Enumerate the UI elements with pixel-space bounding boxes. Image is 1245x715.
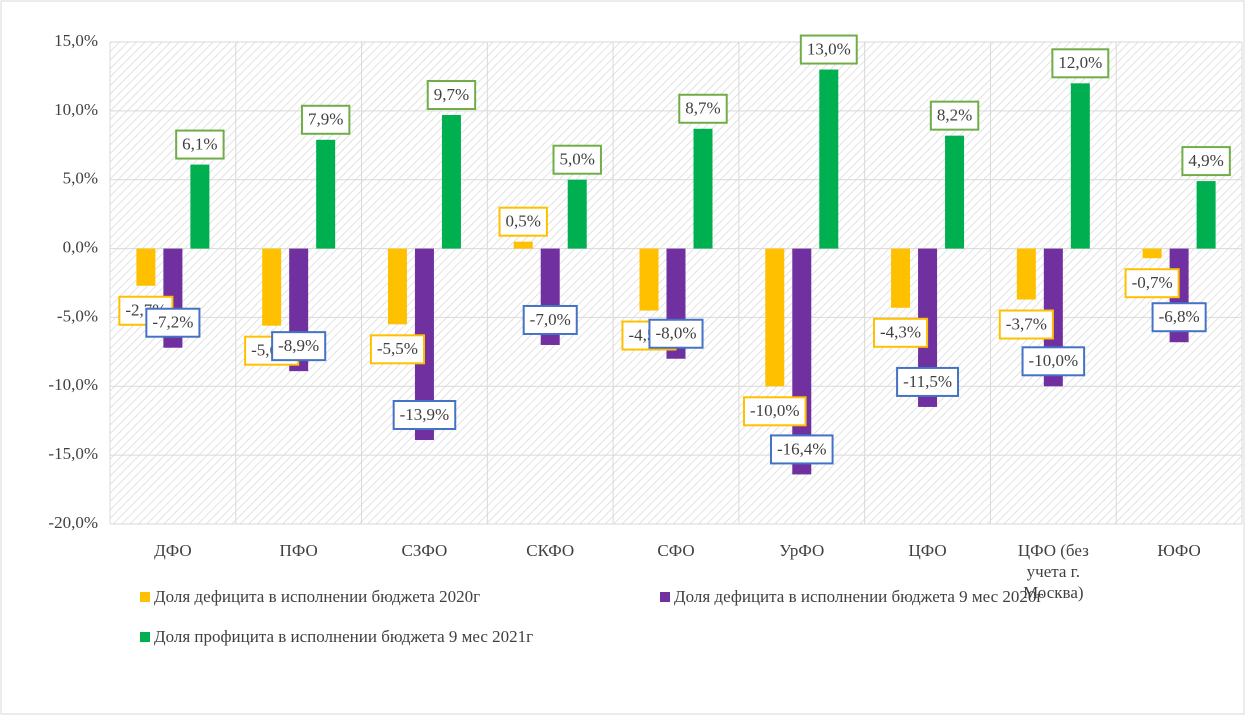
bar xyxy=(693,128,713,249)
data-label-box xyxy=(175,129,225,160)
data-label-box xyxy=(271,331,327,362)
data-label: -13,9% xyxy=(400,405,450,424)
data-label-box xyxy=(648,318,704,349)
legend-label: Доля дефицита в исполнении бюджета 9 мес… xyxy=(674,587,1043,606)
data-label: -6,8% xyxy=(1159,307,1200,326)
bar xyxy=(387,248,407,325)
data-label-box xyxy=(873,317,929,348)
legend-swatch xyxy=(140,592,150,602)
y-tick-label: 10,0% xyxy=(54,100,98,119)
bar xyxy=(639,248,659,311)
x-tick-label: ЦФО xyxy=(908,541,947,560)
y-tick-label: 5,0% xyxy=(63,169,98,188)
data-label: 12,0% xyxy=(1058,53,1102,72)
data-label: -4,3% xyxy=(880,323,921,342)
y-tick-label: -5,0% xyxy=(57,306,98,325)
data-label-box xyxy=(1021,346,1086,377)
data-label-box xyxy=(1124,268,1180,299)
data-label: -8,9% xyxy=(278,336,319,355)
data-label: 8,2% xyxy=(937,106,972,125)
bar xyxy=(1142,248,1162,259)
data-label: 5,0% xyxy=(560,150,595,169)
data-label-box xyxy=(929,100,980,131)
x-tick-label: СЗФО xyxy=(401,541,448,560)
x-tick-label: ЦФО (без учета г. Москва) xyxy=(1017,541,1089,602)
y-tick-label: 15,0% xyxy=(54,31,98,50)
data-label: -16,4% xyxy=(777,439,827,458)
data-label-box xyxy=(896,366,960,397)
data-label-box xyxy=(552,144,602,175)
y-tick-label: -20,0% xyxy=(48,513,98,532)
data-label-box xyxy=(369,334,425,365)
data-label-box xyxy=(998,309,1054,340)
bar xyxy=(1196,181,1216,249)
data-label-box xyxy=(742,396,807,427)
bar xyxy=(567,179,587,249)
data-label: -10,0% xyxy=(750,401,800,420)
bar xyxy=(262,248,282,326)
data-label-box xyxy=(769,434,834,465)
data-label: 4,9% xyxy=(1188,151,1223,170)
data-label-box xyxy=(522,304,578,335)
data-label-box xyxy=(1051,48,1110,79)
x-tick-label: ЮФО xyxy=(1157,541,1201,560)
data-label-box xyxy=(300,104,351,135)
y-tick-label: 0,0% xyxy=(63,237,98,256)
x-tick-label: УрФО xyxy=(779,541,825,560)
data-label-box xyxy=(498,206,548,237)
data-label: -7,2% xyxy=(152,313,193,332)
data-label: 13,0% xyxy=(807,39,851,58)
data-label: 0,5% xyxy=(506,212,541,231)
legend-label: Доля дефицита в исполнении бюджета 2020г xyxy=(154,587,480,606)
y-tick-label: -15,0% xyxy=(48,444,98,463)
legend-swatch xyxy=(140,632,150,642)
bar xyxy=(891,248,911,308)
x-tick-label: СФО xyxy=(657,541,695,560)
data-label: 9,7% xyxy=(434,85,469,104)
data-label-box xyxy=(426,79,477,110)
data-label-box xyxy=(678,93,728,124)
data-label: -8,0% xyxy=(655,324,696,343)
data-label: -11,5% xyxy=(903,372,952,391)
legend-label: Доля профицита в исполнении бюджета 9 ме… xyxy=(154,627,533,646)
bar xyxy=(513,241,533,249)
x-tick-label: СКФО xyxy=(526,541,575,560)
data-label: -5,5% xyxy=(377,339,418,358)
y-tick-label: -10,0% xyxy=(48,375,98,394)
data-label: 6,1% xyxy=(182,134,217,153)
bar xyxy=(945,135,965,249)
bar xyxy=(819,69,839,249)
data-label-box xyxy=(1151,302,1207,333)
data-label-box xyxy=(799,34,858,65)
bar xyxy=(316,139,336,249)
data-label-box xyxy=(145,307,201,338)
data-label: -10,0% xyxy=(1029,351,1079,370)
x-tick-label: ДФО xyxy=(154,541,192,560)
data-label: -0,7% xyxy=(1132,273,1173,292)
data-label-box xyxy=(392,399,457,430)
x-tick-label: ПФО xyxy=(279,541,318,560)
data-label: -7,0% xyxy=(530,310,571,329)
legend-swatch xyxy=(660,592,670,602)
bar xyxy=(441,114,461,249)
data-label: 8,7% xyxy=(685,99,720,118)
bar xyxy=(1070,83,1090,249)
bar xyxy=(1016,248,1036,300)
bar xyxy=(765,248,785,387)
bar xyxy=(190,164,210,249)
data-label: 7,9% xyxy=(308,110,343,129)
bar xyxy=(136,248,156,286)
data-label-box xyxy=(1181,146,1231,177)
data-label: -3,7% xyxy=(1006,314,1047,333)
